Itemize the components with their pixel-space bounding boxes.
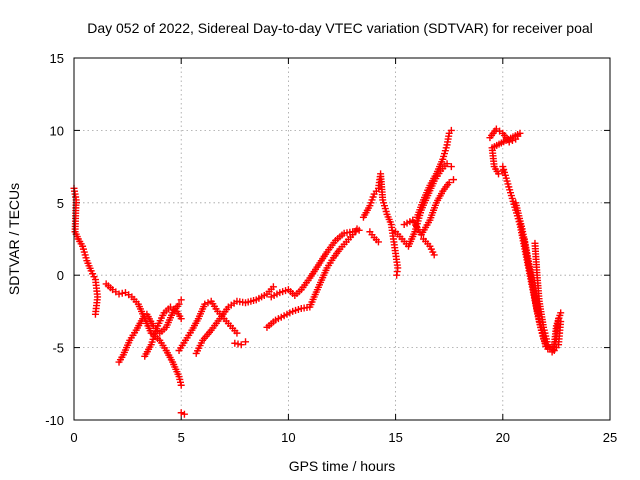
data-point — [352, 227, 360, 235]
data-point — [557, 309, 565, 317]
x-tick-label: 15 — [388, 430, 402, 445]
y-tick-label: 15 — [50, 51, 64, 66]
x-axis-label: GPS time / hours — [289, 458, 396, 474]
data-points — [70, 125, 565, 418]
axis-ticks — [73, 57, 611, 421]
data-point — [544, 341, 552, 349]
data-point — [177, 296, 185, 304]
data-point — [201, 300, 209, 308]
x-tick-label: 25 — [603, 430, 617, 445]
data-point — [443, 160, 451, 168]
data-point — [231, 339, 239, 347]
y-tick-label: 5 — [57, 196, 64, 211]
y-tick-label: -5 — [52, 341, 64, 356]
x-tick-label: 10 — [281, 430, 295, 445]
data-point — [177, 409, 185, 417]
data-point — [242, 338, 250, 346]
x-tick-labels: 0 5 10 15 20 25 — [70, 430, 617, 445]
data-point — [374, 238, 382, 246]
data-point — [269, 283, 277, 291]
data-point — [495, 170, 503, 178]
data-point — [180, 410, 188, 418]
y-axis-label: SDTVAR / TECUs — [6, 183, 22, 295]
data-point — [393, 271, 401, 279]
data-point — [118, 289, 126, 297]
data-point — [355, 226, 363, 234]
x-tick-label: 20 — [496, 430, 510, 445]
data-point — [177, 381, 185, 389]
grid — [74, 58, 610, 420]
data-point — [449, 176, 457, 184]
data-point — [175, 300, 183, 308]
data-point — [349, 228, 357, 236]
data-point — [177, 315, 185, 323]
y-tick-label: 10 — [50, 123, 64, 138]
data-point — [237, 341, 245, 349]
y-tick-labels: -10 -5 0 5 10 15 — [45, 51, 64, 428]
data-point — [234, 340, 242, 348]
data-point — [115, 290, 123, 298]
data-point — [204, 299, 212, 307]
data-point — [91, 310, 99, 318]
chart-title: Day 052 of 2022, Sidereal Day-to-day VTE… — [87, 20, 593, 36]
x-tick-label: 5 — [178, 430, 185, 445]
data-point — [430, 251, 438, 259]
plot-frame — [73, 57, 611, 421]
data-point — [447, 163, 455, 171]
data-point — [445, 179, 453, 187]
data-point — [447, 126, 455, 134]
x-tick-label: 0 — [70, 430, 77, 445]
y-tick-label: -10 — [45, 413, 64, 428]
y-tick-label: 0 — [57, 268, 64, 283]
data-point — [233, 329, 241, 337]
